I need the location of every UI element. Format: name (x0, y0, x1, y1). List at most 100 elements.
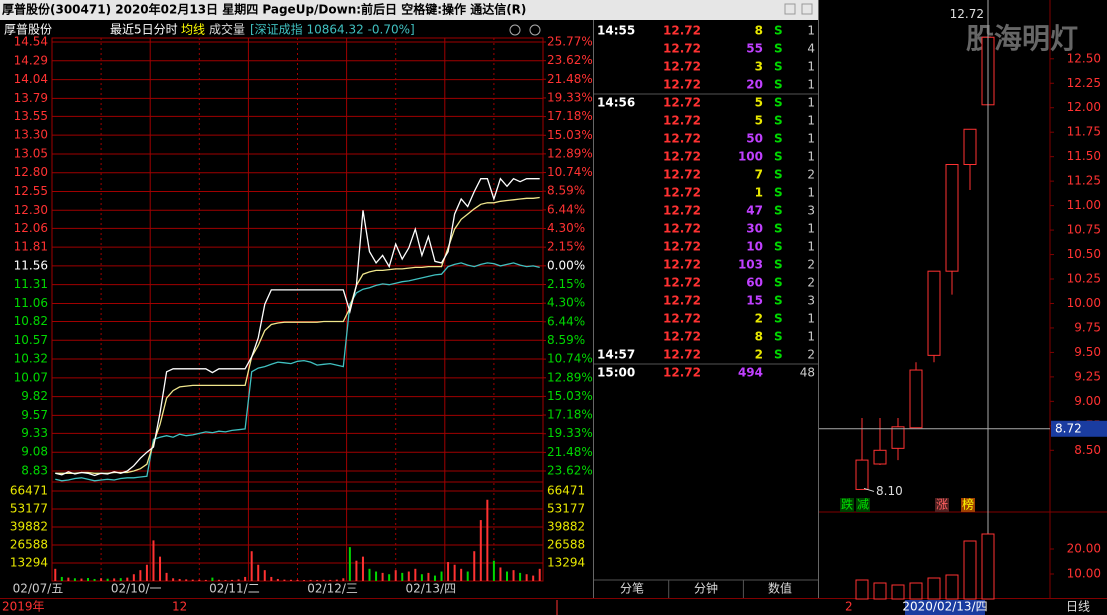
price-tick-label: 13.05 (14, 146, 48, 160)
pct-tick-label: 17.18% (547, 408, 593, 422)
price-tick-label: 14.54 (14, 35, 48, 49)
tag: 榜 (962, 497, 974, 512)
price-tick-label: 10.57 (14, 333, 48, 347)
pct-tick-label: 8.59% (547, 333, 585, 347)
tick-count: 2 (807, 258, 815, 272)
tab[interactable]: 分钟 (694, 581, 718, 596)
tick-price: 12.72 (663, 348, 701, 362)
pct-tick-label: 10.74% (547, 165, 593, 179)
tick-side: S (774, 186, 783, 200)
tick-volume: 103 (738, 258, 763, 272)
tick-time: 14:55 (597, 24, 635, 38)
tick-volume: 20 (746, 78, 763, 92)
window-button[interactable] (784, 3, 796, 15)
price-tick-label: 12.30 (14, 203, 48, 217)
price-tick-label: 10.32 (14, 352, 48, 366)
kline-tick-label: 10.00 (1067, 296, 1101, 310)
zoom-icon[interactable] (529, 24, 541, 36)
tab[interactable]: 分笔 (620, 581, 644, 596)
price-tick-label: 9.82 (21, 389, 48, 403)
tick-volume: 5 (755, 114, 763, 128)
tick-price: 12.72 (663, 366, 701, 380)
price-tick-label: 9.57 (21, 408, 48, 422)
tick-volume: 8 (755, 330, 763, 344)
tick-side: S (774, 114, 783, 128)
price-tick-label: 11.31 (14, 277, 48, 291)
tick-count: 1 (807, 222, 815, 236)
tick-volume: 494 (738, 366, 763, 380)
kline-tick-label: 10.25 (1067, 272, 1101, 286)
pct-tick-label: 23.62% (547, 53, 593, 67)
price-tick-label: 8.83 (21, 464, 48, 478)
tick-volume: 15 (746, 294, 763, 308)
tick-volume: 8 (755, 24, 763, 38)
kline-volume-bar (891, 584, 905, 600)
date-label: 02/12/三 (307, 582, 358, 596)
window-button[interactable] (801, 3, 813, 15)
tick-count: 3 (807, 294, 815, 308)
price-tick-label: 12.55 (14, 184, 48, 198)
month-label: 2 (845, 600, 853, 614)
index-info: [深证成指 10864.32 -0.70%] (250, 22, 415, 37)
avg-label: 均线 (181, 23, 205, 37)
pct-tick-label: 12.89% (547, 370, 593, 384)
tick-count: 1 (807, 330, 815, 344)
tick-count: 1 (807, 132, 815, 146)
avg-line (55, 196, 540, 474)
candle-body (963, 128, 977, 165)
tag: 减 (857, 498, 869, 512)
tick-count: 1 (807, 240, 815, 254)
tick-price: 12.72 (663, 222, 701, 236)
tick-side: S (774, 222, 783, 236)
kline-volume-bar (927, 577, 941, 600)
tick-volume: 2 (755, 312, 763, 326)
kline-tick-label: 12.00 (1067, 100, 1101, 114)
kline-volume-bar (873, 582, 887, 600)
tick-count: 3 (807, 204, 815, 218)
tick-count: 1 (807, 60, 815, 74)
tab[interactable]: 数值 (768, 581, 792, 596)
kline-vol-tick-label: 10.00 (1067, 567, 1101, 581)
price-tick-label: 14.04 (14, 72, 48, 86)
pct-tick-label: 19.33% (547, 426, 593, 440)
candle-body (855, 459, 869, 490)
pct-tick-label: 4.30% (547, 296, 585, 310)
candle-body (909, 369, 923, 429)
tick-price: 12.72 (663, 42, 701, 56)
candle-body (891, 426, 905, 449)
cursor-label: 8.72 (1055, 421, 1082, 435)
period-tab[interactable]: 日线 (1066, 600, 1090, 614)
pct-tick-label: 4.30% (547, 221, 585, 235)
price-tick-label: 14.29 (14, 53, 48, 67)
tick-side: S (774, 150, 783, 164)
pct-tick-label: 23.62% (547, 464, 593, 478)
zoom-icon[interactable] (509, 24, 521, 36)
pct-tick-label: 2.15% (547, 240, 585, 254)
tick-price: 12.72 (663, 294, 701, 308)
price-line (55, 177, 540, 477)
volume-tick-label: 53177 (547, 501, 585, 515)
kline-tick-label: 11.25 (1067, 174, 1101, 188)
volume-tick-label: 39882 (547, 520, 585, 534)
kline-volume-bar (855, 579, 869, 600)
price-tick-label: 13.30 (14, 128, 48, 142)
kline-tick-label: 10.75 (1067, 223, 1101, 237)
price-tick-label: 11.06 (14, 296, 48, 310)
tick-time: 14:56 (597, 96, 635, 110)
tag-box (840, 498, 854, 512)
tick-price: 12.72 (663, 132, 701, 146)
tick-side: S (774, 96, 783, 110)
year-label: 2019年 (2, 600, 45, 614)
date-label: 02/07/五 (13, 582, 64, 596)
volume-tick-label: 66471 (547, 484, 585, 498)
month-label: 12 (172, 600, 187, 614)
pct-tick-label: 6.44% (547, 202, 585, 216)
volume-tick-label: 39882 (10, 520, 48, 534)
tick-side: S (774, 24, 783, 38)
date-label: 02/10/一 (111, 582, 162, 596)
price-tick-label: 12.06 (14, 221, 48, 235)
tick-price: 12.72 (663, 24, 701, 38)
tick-volume: 47 (746, 204, 763, 218)
high-label: 12.72 (950, 7, 984, 21)
